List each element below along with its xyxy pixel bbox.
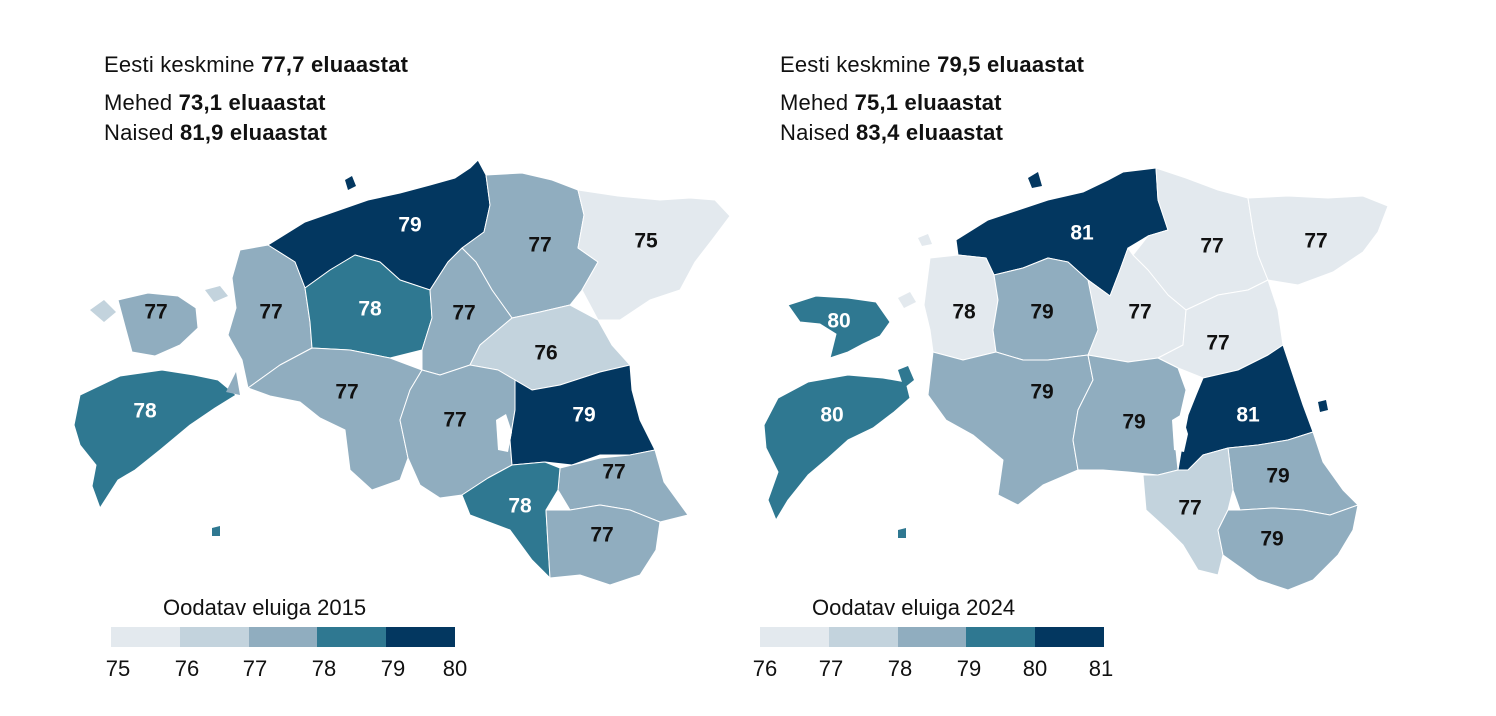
region-value-viljandi: 79 bbox=[1122, 411, 1145, 434]
region-value-rapla: 79 bbox=[1030, 301, 1053, 324]
legend-swatch bbox=[179, 627, 249, 647]
men-life-expectancy: Mehed 75,1 eluaastat bbox=[780, 90, 1002, 115]
island bbox=[226, 372, 240, 395]
legend-swatch bbox=[897, 627, 967, 647]
region-value-ida-viru: 75 bbox=[634, 230, 658, 253]
region-hiiu bbox=[787, 295, 891, 359]
legend-tick: 77 bbox=[242, 656, 268, 681]
region-voru bbox=[1217, 504, 1359, 591]
legend-tick: 76 bbox=[752, 656, 778, 681]
region-value-polva: 77 bbox=[602, 461, 625, 484]
region-value-jarva: 77 bbox=[1128, 301, 1151, 324]
estonia-map-2015: 79 77 75 77 77 78 77 76 78 77 77 79 77 7… bbox=[73, 159, 731, 586]
legend-swatch bbox=[111, 627, 180, 647]
legend-title: Oodatav eluiga 2015 bbox=[163, 595, 367, 620]
estonia-average: Eesti keskmine 77,7 eluaastat bbox=[104, 52, 409, 77]
decorative-islands bbox=[90, 176, 512, 536]
map-panel-2015: Eesti keskmine 77,7 eluaastat Mehed 73,1… bbox=[73, 50, 731, 681]
legend-tick: 80 bbox=[1022, 656, 1048, 681]
region-value-jogeva: 77 bbox=[1206, 332, 1229, 355]
island bbox=[205, 286, 228, 302]
legend-tick: 79 bbox=[380, 656, 406, 681]
stats-block: Eesti keskmine 79,5 eluaastat Mehed 75,1… bbox=[780, 50, 1084, 148]
region-value-saare: 78 bbox=[133, 400, 157, 423]
region-value-harju: 81 bbox=[1070, 222, 1094, 245]
region-value-hiiu: 77 bbox=[144, 301, 167, 324]
legend-tick: 79 bbox=[956, 656, 982, 681]
legend-tick: 78 bbox=[311, 656, 337, 681]
region-value-valga: 78 bbox=[508, 495, 532, 518]
region-value-parnu: 79 bbox=[1030, 381, 1053, 404]
island bbox=[90, 300, 116, 322]
region-voru bbox=[545, 504, 661, 586]
region-value-voru: 79 bbox=[1260, 528, 1283, 551]
region-ida-viru bbox=[1247, 195, 1389, 286]
island bbox=[1318, 400, 1328, 412]
region-value-tartu: 81 bbox=[1236, 404, 1260, 427]
island bbox=[1028, 172, 1042, 188]
legend-tick: 77 bbox=[818, 656, 844, 681]
legend-tick: 78 bbox=[887, 656, 913, 681]
region-value-jarva: 77 bbox=[452, 302, 475, 325]
legend-color-bar bbox=[111, 627, 455, 647]
region-value-harju: 79 bbox=[398, 214, 421, 237]
estonia-map-2024: 81 77 77 80 78 79 77 77 80 79 79 81 79 7… bbox=[763, 167, 1389, 591]
legend-swatch bbox=[828, 627, 898, 647]
legend-swatch bbox=[760, 627, 829, 647]
legend-title: Oodatav eluiga 2024 bbox=[812, 595, 1016, 620]
decorative-islands bbox=[898, 172, 1328, 538]
region-value-saare: 80 bbox=[820, 404, 843, 427]
region-parnu bbox=[247, 347, 423, 491]
region-saare bbox=[763, 374, 911, 521]
island bbox=[898, 528, 906, 538]
region-value-valga: 77 bbox=[1178, 497, 1201, 520]
legend-tick: 80 bbox=[442, 656, 468, 681]
legend-swatch bbox=[317, 627, 387, 647]
region-value-ida-viru: 77 bbox=[1304, 230, 1327, 253]
women-life-expectancy: Naised 81,9 eluaastat bbox=[104, 120, 328, 145]
region-ida-viru bbox=[577, 189, 731, 321]
region-saare bbox=[73, 369, 237, 509]
region-value-voru: 77 bbox=[590, 524, 613, 547]
region-value-polva: 79 bbox=[1266, 465, 1289, 488]
region-value-laane-viru: 77 bbox=[528, 234, 551, 257]
region-value-laane: 78 bbox=[952, 301, 976, 324]
island bbox=[345, 176, 356, 190]
map-panel-2024: Eesti keskmine 79,5 eluaastat Mehed 75,1… bbox=[748, 0, 1496, 716]
legend-swatch bbox=[1035, 627, 1104, 647]
island bbox=[898, 366, 914, 388]
region-value-parnu: 77 bbox=[335, 381, 358, 404]
lake-vortsjarv bbox=[1172, 414, 1188, 452]
legend-swatch bbox=[248, 627, 318, 647]
region-parnu bbox=[927, 351, 1094, 506]
women-life-expectancy: Naised 83,4 eluaastat bbox=[780, 120, 1004, 145]
legend-tick: 76 bbox=[174, 656, 200, 681]
legend-tick: 75 bbox=[105, 656, 131, 681]
island bbox=[918, 234, 932, 246]
legend-swatch bbox=[966, 627, 1036, 647]
estonia-average: Eesti keskmine 79,5 eluaastat bbox=[780, 52, 1085, 77]
region-hiiu bbox=[117, 292, 199, 357]
region-value-laane: 77 bbox=[259, 301, 282, 324]
region-value-tartu: 79 bbox=[572, 404, 595, 427]
region-polva bbox=[557, 449, 689, 523]
legend-tick: 81 bbox=[1088, 656, 1114, 681]
region-value-hiiu: 80 bbox=[827, 310, 850, 333]
stats-block: Eesti keskmine 77,7 eluaastat Mehed 73,1… bbox=[104, 50, 408, 148]
legend-swatch bbox=[386, 627, 455, 647]
island bbox=[898, 292, 916, 308]
region-value-laane-viru: 77 bbox=[1200, 235, 1223, 258]
lake-vortsjarv bbox=[496, 414, 512, 452]
region-value-viljandi: 77 bbox=[443, 409, 466, 432]
legend-color-bar bbox=[760, 627, 1104, 647]
men-life-expectancy: Mehed 73,1 eluaastat bbox=[104, 90, 326, 115]
region-value-rapla: 78 bbox=[358, 298, 382, 321]
island bbox=[212, 526, 220, 536]
region-value-jogeva: 76 bbox=[534, 342, 557, 365]
